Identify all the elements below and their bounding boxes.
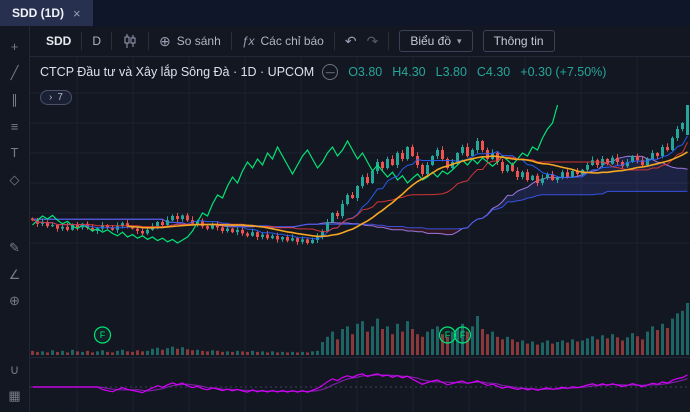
interval-button[interactable]: D: [92, 34, 102, 48]
volume-bars: [31, 303, 689, 355]
symbol-legend: CTCP Đầu tư và Xây lắp Sông Đà · 1D · UP…: [40, 64, 606, 80]
indicators-button[interactable]: ƒx Các chỉ báo: [232, 26, 334, 56]
ichimoku-cloud: [32, 155, 688, 236]
toolbar-divider: [388, 32, 390, 50]
zoom-tool-icon: ⊕: [9, 293, 20, 309]
zoom-tool[interactable]: ⊕: [2, 290, 28, 312]
tab-label: SDD (1D): [12, 6, 65, 20]
high-value: H4.30: [392, 65, 426, 79]
trend-line-tool[interactable]: ╱: [2, 63, 28, 85]
remove-objects-tool-icon: ▦: [8, 388, 21, 404]
compare-icon: ⊕: [159, 32, 171, 49]
undo-icon: ↶: [344, 32, 357, 49]
chikou-line: [32, 104, 559, 244]
measure-tool[interactable]: ∠: [2, 264, 28, 286]
tab-strip: SDD (1D) ×: [0, 0, 690, 26]
info-label: Thông tin: [493, 34, 544, 48]
chevron-right-icon: ›: [49, 92, 53, 103]
toolbar-divider: [230, 32, 232, 50]
chart-area[interactable]: CTCP Đầu tư và Xây lắp Sông Đà · 1D · UP…: [30, 57, 690, 412]
low-value: L3.80: [435, 65, 467, 79]
fib-retracement-tool-icon: ≡: [10, 118, 19, 134]
undo-button[interactable]: ↶: [335, 26, 367, 56]
toolbar-divider: [333, 32, 335, 50]
redo-button[interactable]: ↷: [367, 26, 389, 56]
trend-line-tool-icon: ╱: [10, 65, 19, 81]
close-icon[interactable]: ×: [73, 5, 81, 21]
oscillator-smooth-line: [32, 374, 688, 393]
text-tool-icon: T: [10, 145, 19, 161]
remove-objects-tool[interactable]: ▦: [2, 385, 28, 407]
pane-divider[interactable]: [30, 357, 690, 358]
marker-count: 7: [57, 92, 63, 103]
toolbar-divider: [81, 32, 83, 50]
crosshair-tool[interactable]: +: [2, 36, 28, 58]
svg-text:F: F: [100, 330, 106, 340]
oscillator-grid: [30, 358, 690, 412]
overlay-lines: [32, 104, 688, 244]
symbol-button[interactable]: SDD: [46, 34, 72, 48]
toolbar-divider: [111, 32, 113, 50]
brush-tool[interactable]: ✎: [2, 237, 28, 259]
magnet-tool-icon: ∪: [9, 361, 20, 377]
marker-count-badge[interactable]: › 7: [40, 90, 72, 105]
fx-icon: ƒx: [241, 34, 255, 48]
parallel-channel-tool[interactable]: ∥: [2, 89, 28, 111]
indicator-pane[interactable]: [30, 358, 690, 412]
brush-tool-icon: ✎: [9, 240, 20, 256]
svg-text:F: F: [445, 330, 451, 340]
chart-menu-label: Biểu đồ: [410, 34, 452, 48]
shapes-tool[interactable]: ◇: [2, 169, 28, 191]
event-marker-f[interactable]: F: [438, 326, 457, 344]
svg-text:F: F: [460, 330, 466, 340]
drawing-toolbar: + ╱ ∥ ≡ T ◇ ✎ ∠ ⊕ ∪ ▦: [0, 26, 30, 412]
redo-icon: ↷: [366, 32, 379, 49]
hide-series-icon[interactable]: —: [322, 64, 339, 80]
oscillator-line: [32, 373, 688, 394]
legend-title[interactable]: CTCP Đầu tư và Xây lắp Sông Đà · 1D · UP…: [40, 65, 315, 79]
crosshair-tool-icon: +: [10, 39, 19, 55]
change-value: +0.30 (+7.50%): [520, 65, 607, 79]
chart-menu-button[interactable]: Biểu đồ ▾: [399, 30, 473, 52]
event-marker-f[interactable]: F: [93, 326, 112, 344]
fib-retracement-tool[interactable]: ≡: [2, 116, 28, 138]
chart-toolbar: SDD D ⊕ So sánh ƒx Các chỉ báo: [30, 26, 690, 57]
chart-style-button[interactable]: [112, 26, 148, 56]
magnet-tool[interactable]: ∪: [2, 359, 28, 381]
text-tool[interactable]: T: [2, 142, 28, 164]
event-marker-f[interactable]: F: [453, 326, 472, 344]
compare-label: So sánh: [176, 34, 221, 48]
shapes-tool-icon: ◇: [9, 171, 20, 187]
indicators-label: Các chỉ báo: [260, 34, 324, 48]
compare-button[interactable]: ⊕ So sánh: [149, 26, 231, 56]
measure-tool-icon: ∠: [8, 266, 21, 282]
open-value: O3.80: [348, 65, 383, 79]
candlestick-style-icon: [124, 34, 136, 48]
parallel-channel-tool-icon: ∥: [11, 91, 18, 107]
chevron-down-icon: ▾: [457, 35, 462, 46]
tab-sdd-1d[interactable]: SDD (1D) ×: [0, 0, 93, 26]
info-button[interactable]: Thông tin: [482, 30, 555, 52]
price-grid: [30, 57, 690, 357]
close-value: C4.30: [476, 65, 511, 79]
toolbar-divider: [148, 32, 150, 50]
